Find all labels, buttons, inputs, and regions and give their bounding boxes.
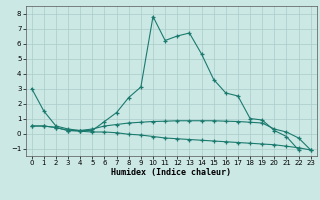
X-axis label: Humidex (Indice chaleur): Humidex (Indice chaleur) [111, 168, 231, 177]
